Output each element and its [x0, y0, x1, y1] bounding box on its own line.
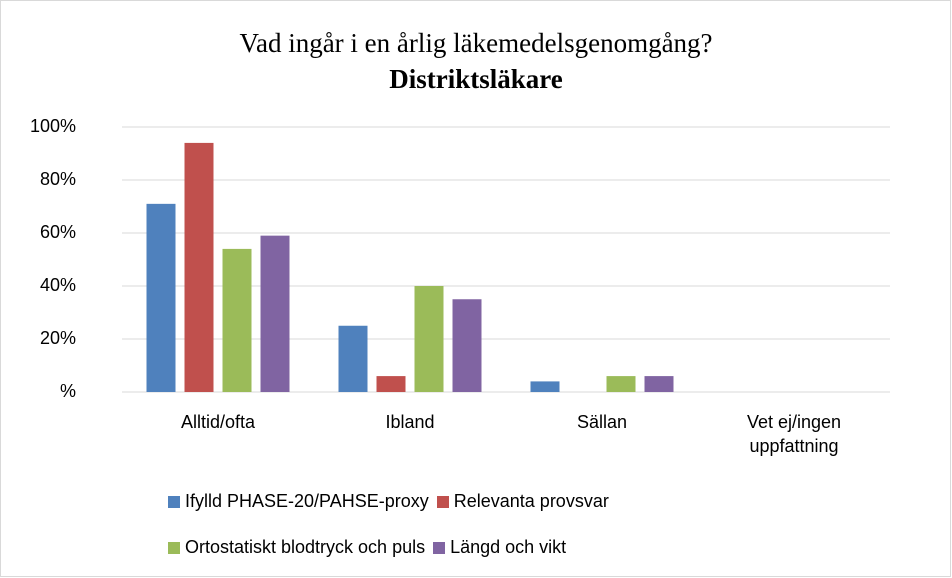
y-tick-label: 40% [40, 275, 76, 295]
legend-label: Längd och vikt [450, 537, 567, 557]
x-tick-label: Ibland [385, 412, 435, 432]
legend-item: Ifylld PHASE-20/PAHSE-proxy [168, 491, 429, 512]
legend-row: Ifylld PHASE-20/PAHSE-proxy Relevanta pro… [168, 491, 609, 512]
bar [606, 376, 636, 392]
bar [260, 235, 290, 392]
bar [452, 299, 482, 392]
legend-label: Relevanta provsvar [453, 491, 609, 511]
bar [338, 325, 368, 392]
chart-subtitle: Distriktsläkare [389, 64, 563, 94]
bar [530, 381, 560, 392]
bar [414, 286, 444, 392]
legend-row: Ortostatiskt blodtryck och puls Längd och… [168, 537, 566, 558]
legend-label: Ifylld PHASE-20/PAHSE-proxy [185, 491, 429, 511]
legend-item: Ortostatiskt blodtryck och puls [168, 537, 425, 558]
x-tick-label: Vet ej/ingen uppfattning [746, 412, 842, 456]
bar [184, 142, 214, 392]
x-tick-label: Alltid/ofta [180, 412, 256, 432]
y-tick-label: 20% [40, 328, 76, 348]
bar [644, 376, 674, 392]
x-tick-label: Sällan [576, 412, 628, 432]
y-tick-label: 60% [40, 222, 76, 242]
bar [222, 248, 252, 392]
legend-item: Relevanta provsvar [436, 491, 609, 512]
legend-label: Ortostatiskt blodtryck och puls [185, 537, 426, 557]
legend-swatch [436, 495, 449, 508]
chart-title: Vad ingår i en årlig läkemedelsgenomgång… [239, 28, 712, 58]
y-tick-label: 80% [40, 169, 76, 189]
bar [376, 376, 406, 392]
legend-item: Längd och vikt [433, 537, 566, 558]
legend-swatch [433, 541, 446, 554]
legend-swatch [168, 495, 180, 508]
y-tick-label: % [60, 381, 76, 401]
y-tick-label: 100% [30, 116, 76, 136]
bar [146, 203, 176, 392]
legend-swatch [168, 541, 180, 554]
